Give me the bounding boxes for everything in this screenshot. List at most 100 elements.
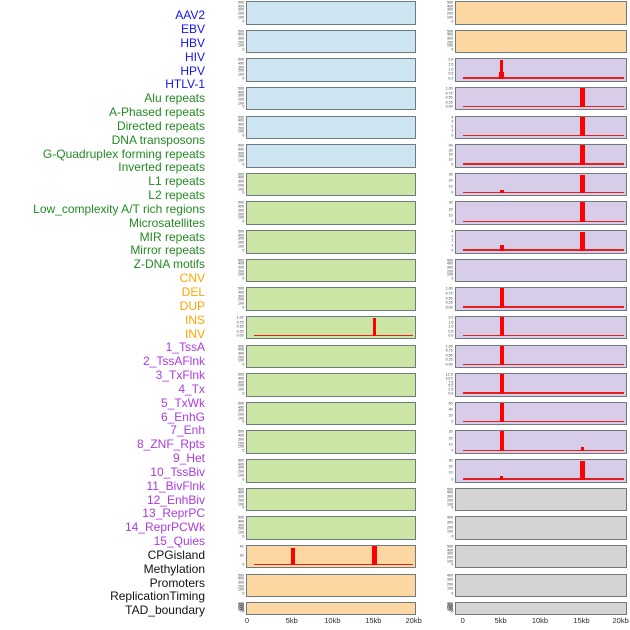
y-tick-value: 0 <box>241 610 244 614</box>
track-label-del: DEL <box>181 285 205 299</box>
spike-5kb-9-het <box>499 288 504 308</box>
y-ticks-13-reprpc: 60 40 20 0 <box>423 402 453 426</box>
track-label-promoters: Promoters <box>149 575 205 590</box>
y-ticks-del: 500 400 300 200 100 0 <box>214 574 244 598</box>
panel-hbv <box>246 58 416 82</box>
y-tick-value: 30 <box>448 459 453 463</box>
y-tick-value: 0.50 <box>445 353 453 358</box>
y-tick-value: 7.5 <box>447 380 453 385</box>
spike-15kb-7-enh <box>579 232 585 251</box>
y-tick-value: 500 <box>237 344 244 349</box>
y-tick-value: 400 <box>237 33 244 38</box>
track-label-mir-repeats: MIR repeats <box>139 229 205 244</box>
y-tick-value: 0.0 <box>447 334 453 339</box>
y-tick-value: 400 <box>446 33 453 38</box>
y-tick-value: 500 <box>237 573 244 578</box>
panel-l1-repeats <box>246 344 416 369</box>
y-tick-value: 10 <box>448 442 453 447</box>
panel-alu-repeats <box>246 172 416 197</box>
y-ticks-replicationtiming: 400 300 200 100 0 <box>423 574 453 598</box>
y-tick-value: 30 <box>448 148 453 153</box>
y-tick-value: 30 <box>448 172 453 177</box>
y-tick-value: 400 <box>237 377 244 381</box>
y-tick-value: 10 <box>448 213 453 218</box>
panel-del <box>246 573 416 598</box>
y-tick-value: 0 <box>450 48 453 52</box>
y-tick-value: 200 <box>446 583 453 587</box>
panel-directed-repeats <box>246 230 416 254</box>
y-tick-value: 1.00 <box>236 316 244 320</box>
x-tick-col0-10kb: 10kb <box>324 616 341 625</box>
y-tick-value: 0 <box>241 248 244 253</box>
y-ticks-dna-transposons: 500 400 300 200 100 0 <box>214 259 244 283</box>
y-tick-value: 50 <box>239 609 244 613</box>
track-label-methylation: Methylation <box>143 561 205 576</box>
y-ticks-cpgisland: 500 400 300 200 100 0 <box>423 488 453 512</box>
y-tick-value: 0 <box>450 592 453 596</box>
y-tick-value: 400 <box>446 602 453 606</box>
x-tick-col1-20kb: 20kb <box>612 616 629 625</box>
y-tick-value: 200 <box>446 606 453 610</box>
y-tick-value: 400 <box>237 176 244 181</box>
y-tick-value: 100 <box>237 15 244 20</box>
y-tick-value: 0 <box>450 506 453 511</box>
spike-5kb-14-reprpcwk <box>499 431 504 451</box>
y-tick-value: 0 <box>450 248 453 253</box>
panel-methylation <box>455 516 627 540</box>
spike-15kb-14-reprpcwk <box>580 447 585 451</box>
y-tick-value: 40 <box>448 144 453 148</box>
y-tick-value: 200 <box>237 298 244 303</box>
y-tick-value: 0 <box>241 535 244 539</box>
spike-5kb-1-tssa <box>500 59 504 79</box>
y-tick-value: 1.00 <box>445 344 453 349</box>
y-tick-value: 1.5 <box>447 63 453 67</box>
track-label-directed-repeats: Directed repeats <box>116 118 205 133</box>
panel-g-quadruplex-forming-repeats <box>246 287 416 311</box>
y-tick-value: 100 <box>237 159 244 163</box>
y-tick-value: 150 <box>446 607 453 611</box>
track-label-htlv-1: HTLV-1 <box>165 77 205 92</box>
y-tick-value: 200 <box>237 269 244 274</box>
track-label-z-dna-motifs: Z-DNA motifs <box>133 257 205 272</box>
y-tick-value: 100 <box>237 216 244 221</box>
y-tick-value: 10.0 <box>445 377 453 381</box>
y-tick-value: 500 <box>446 1 453 5</box>
y-tick-value: 0 <box>241 449 244 453</box>
y-tick-value: 400 <box>237 4 244 9</box>
y-tick-value: 0 <box>450 19 453 24</box>
spike-5kb-7-enh <box>500 244 504 251</box>
y-tick-value: 0.50 <box>445 296 453 301</box>
y-tick-value: 400 <box>237 62 244 66</box>
baseline-12-enhbiv <box>462 392 625 394</box>
track-label-dup: DUP <box>179 298 205 313</box>
track-label-hiv: HIV <box>184 49 205 64</box>
y-tick-value: 200 <box>237 98 244 102</box>
y-ticks-htlv-1: 500 400 300 200 100 0 <box>214 144 244 168</box>
y-tick-value: 0 <box>450 220 453 224</box>
panel-microsatellites <box>246 430 416 454</box>
y-tick-value: 500 <box>446 487 453 492</box>
y-ticks-14-reprpcwk: 30 20 10 0 <box>423 430 453 454</box>
y-tick-value: 400 <box>237 90 244 95</box>
y-tick-value: 100 <box>446 559 453 564</box>
panel-ins <box>455 1 627 25</box>
y-tick-value: 200 <box>237 470 244 474</box>
y-tick-value: 0.50 <box>236 325 244 329</box>
y-tick-value: 20 <box>448 436 453 441</box>
y-tick-value: 60 <box>448 402 453 406</box>
y-tick-value: 0 <box>241 191 244 196</box>
y-tick-value: 0 <box>241 477 244 482</box>
y-tick-value: 12.5 <box>445 373 453 377</box>
y-ticks-cnv: 40 20 0 <box>214 545 244 569</box>
y-tick-value: 20 <box>448 153 453 158</box>
spike-15kb-6-enhg <box>580 202 585 222</box>
y-tick-value: 300 <box>446 8 453 13</box>
track-label-11-bivflnk: 11_BivFlnk <box>146 478 205 493</box>
y-tick-value: 0.00 <box>445 305 453 310</box>
y-tick-value: 400 <box>237 602 244 606</box>
y-tick-value: 100 <box>237 388 244 392</box>
y-tick-value: 0 <box>450 535 453 539</box>
y-tick-value: 100 <box>237 101 244 106</box>
y-tick-value: 400 <box>446 4 453 9</box>
panel-14-reprpcwk <box>455 430 627 454</box>
